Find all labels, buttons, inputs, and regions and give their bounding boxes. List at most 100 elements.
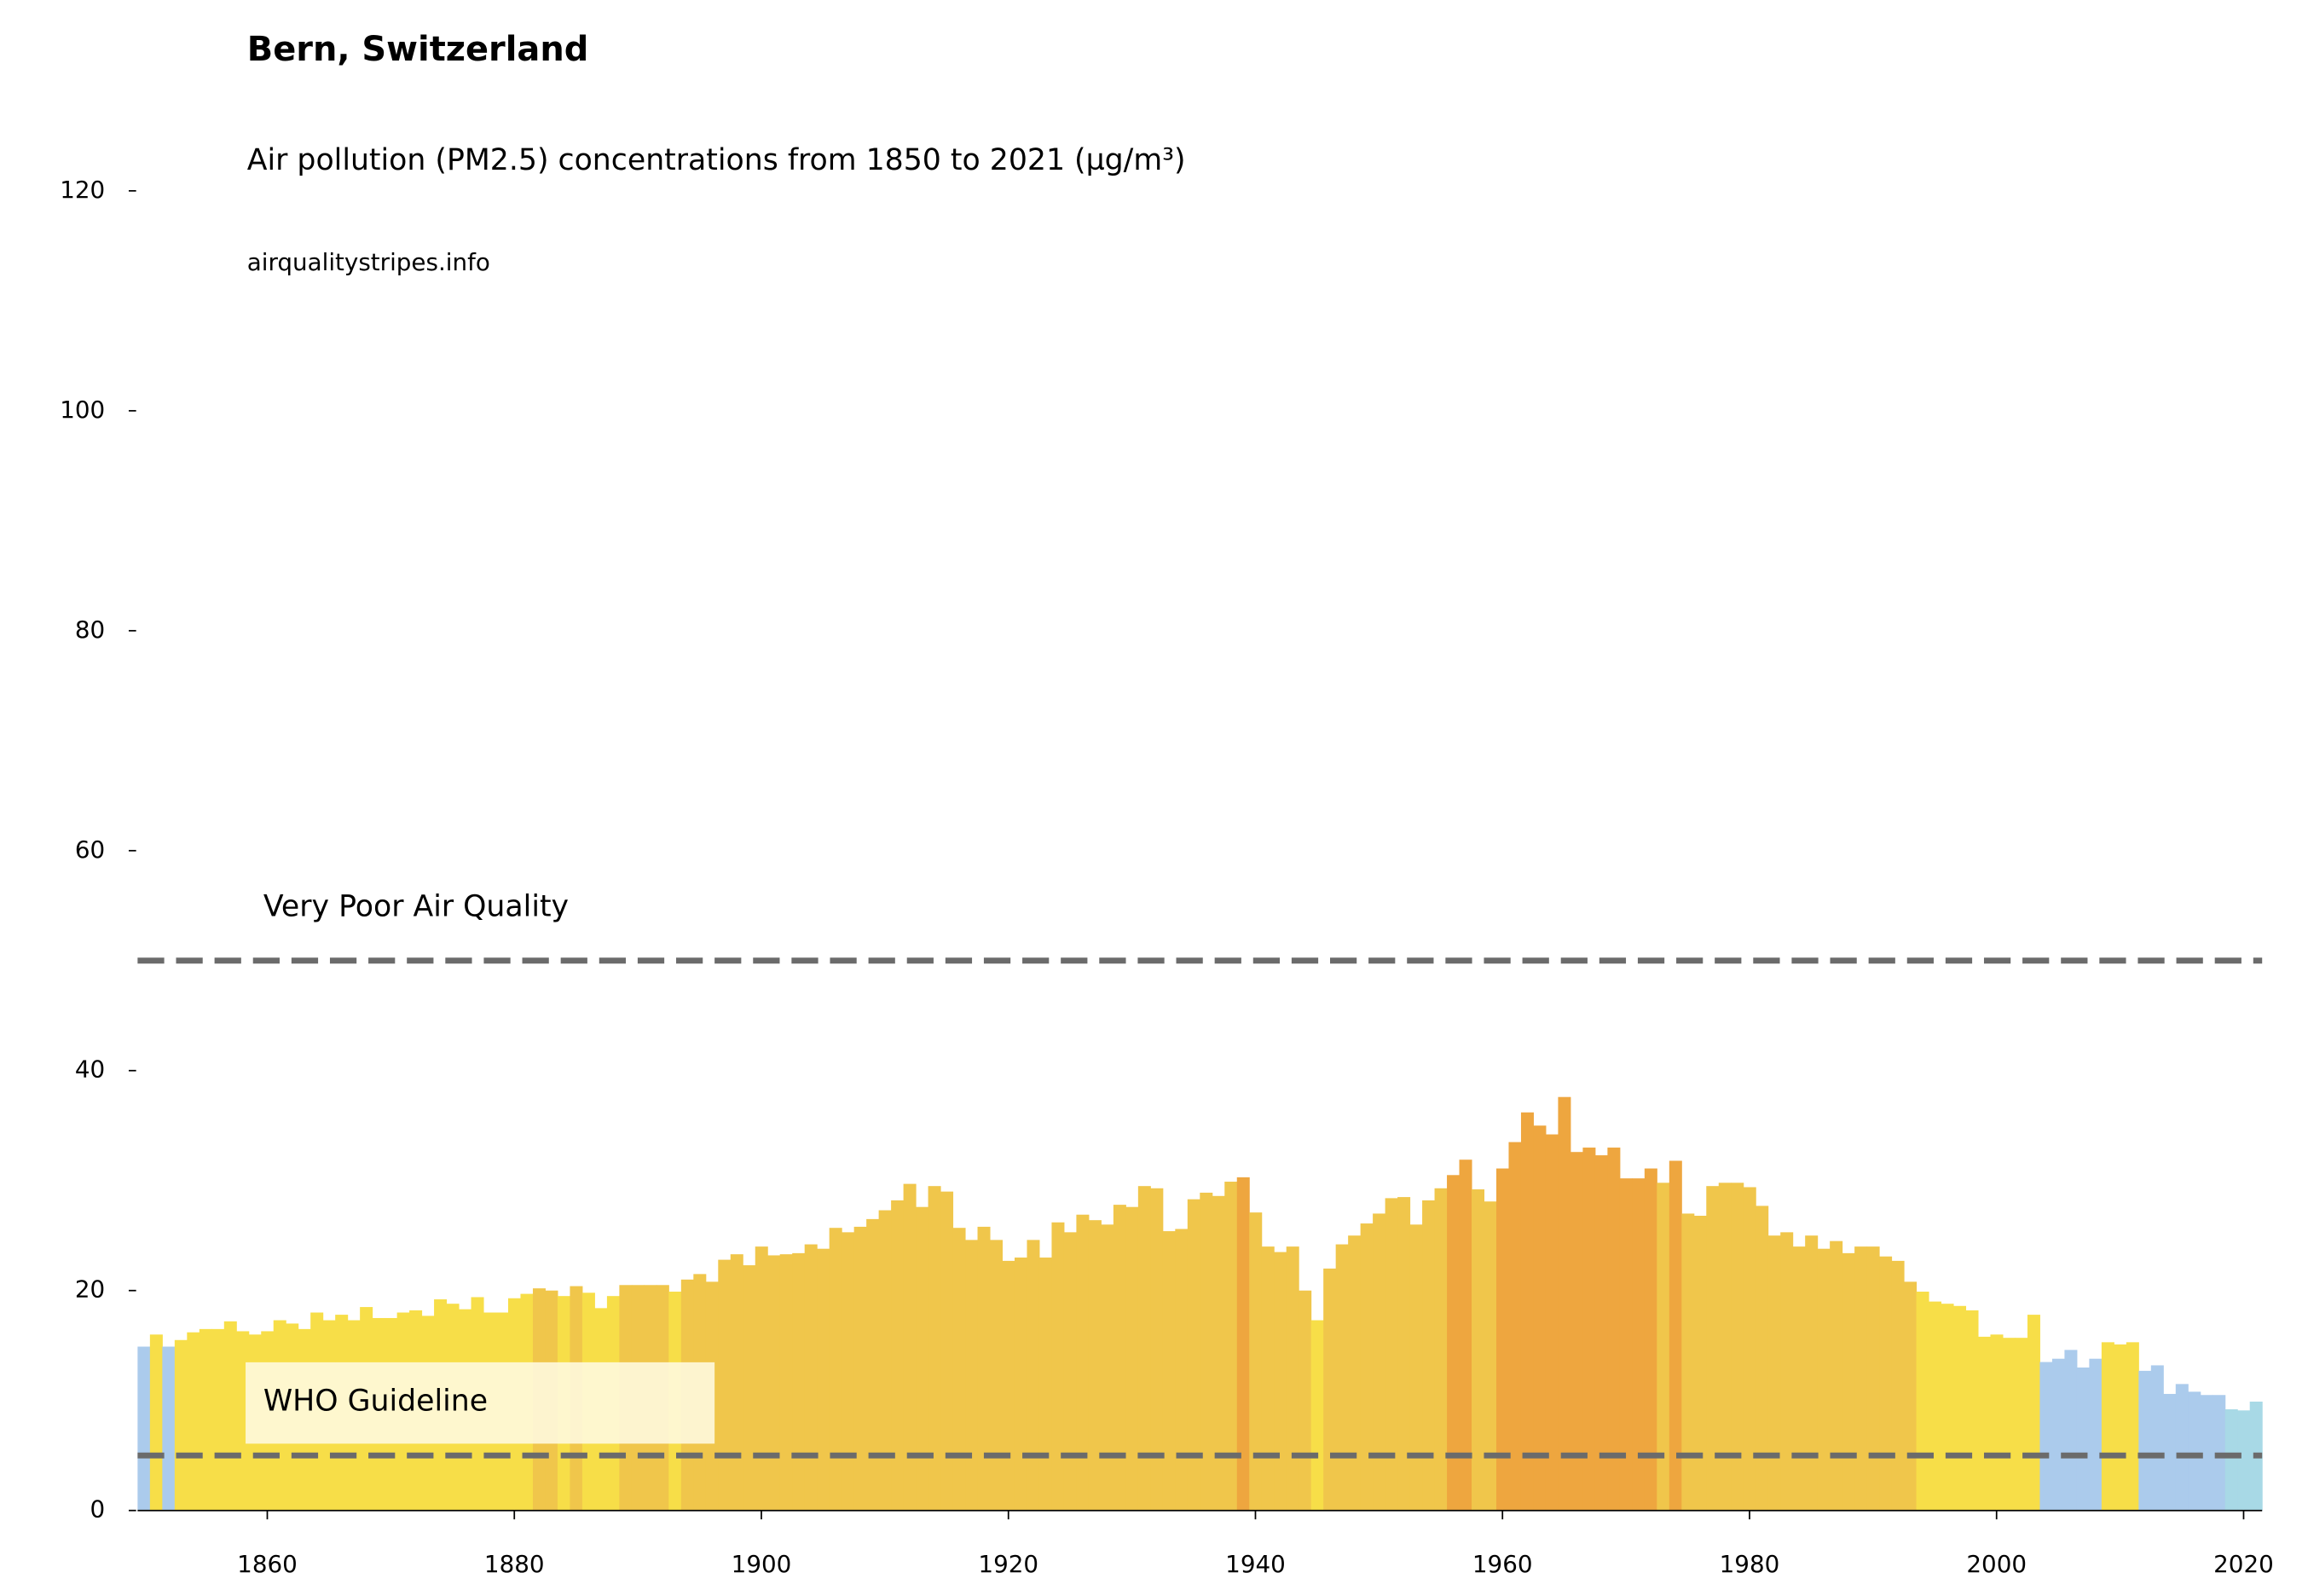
x-tick-label: 1960 (1472, 1550, 1533, 1578)
bar (162, 1346, 176, 1511)
bar (1817, 1248, 1831, 1511)
bar (804, 1244, 818, 1511)
bar (866, 1218, 880, 1511)
label-box (246, 1362, 715, 1444)
x-tick-label: 1900 (732, 1550, 792, 1578)
bar (1348, 1235, 1362, 1511)
bar (2126, 1342, 2139, 1511)
bar (1484, 1201, 1497, 1511)
bar (779, 1254, 793, 1511)
bar (1051, 1222, 1065, 1511)
bar (2101, 1342, 2114, 1511)
bar (1792, 1246, 1806, 1511)
x-tick-label: 1980 (1720, 1550, 1780, 1578)
x-tick-label: 1860 (237, 1550, 298, 1578)
bar (1472, 1189, 1485, 1511)
bar (1916, 1292, 1929, 1511)
bar (792, 1252, 806, 1511)
bar (1953, 1305, 1967, 1511)
bar (137, 1346, 151, 1511)
bar (1570, 1152, 1583, 1511)
bar (1236, 1177, 1250, 1511)
bar (1137, 1186, 1151, 1511)
bar (990, 1240, 1004, 1511)
bar (2237, 1410, 2251, 1511)
bar (1731, 1183, 1744, 1511)
bar (2150, 1365, 2164, 1511)
bar (1038, 1258, 1052, 1511)
bar (1718, 1183, 1732, 1511)
bar (174, 1339, 188, 1511)
bar (1594, 1155, 1608, 1511)
bar (1150, 1188, 1164, 1511)
bar (2089, 1358, 2103, 1511)
bar (952, 1228, 966, 1511)
overlay: 0 20 40 60 80 100 120 1860 1880 1900 1920 1940 1960 1… (60, 176, 2274, 1578)
bar (1854, 1246, 1868, 1511)
bar (1360, 1223, 1374, 1511)
y-tick-label: 0 (90, 1495, 106, 1524)
bar (2114, 1344, 2127, 1511)
bar (767, 1255, 781, 1511)
bar (1941, 1304, 1954, 1511)
bar (1200, 1192, 1213, 1511)
x-tick-label: 1880 (484, 1550, 545, 1578)
bar (1805, 1235, 1819, 1511)
bar (1866, 1246, 1880, 1511)
reference-label: WHO Guideline (263, 1385, 488, 1419)
bar (1224, 1182, 1238, 1511)
bar (1706, 1186, 1720, 1511)
y-tick-label: 20 (75, 1275, 105, 1304)
bar (211, 1328, 225, 1511)
bar (1286, 1246, 1299, 1511)
bar (2051, 1358, 2065, 1511)
x-tick-label: 1920 (978, 1550, 1038, 1578)
bar (1373, 1213, 1386, 1511)
bar (743, 1265, 756, 1511)
bar (1756, 1206, 1769, 1511)
chart-subtitle: Air pollution (PM2.5) concentrations fro… (247, 143, 1186, 177)
bar (1681, 1213, 1695, 1511)
bar (1088, 1220, 1102, 1511)
bar (1261, 1246, 1275, 1511)
bar (1187, 1199, 1200, 1511)
bar (2188, 1391, 2201, 1511)
x-tick-label: 2020 (2213, 1550, 2274, 1578)
bar (1965, 1310, 1979, 1511)
bar (1113, 1205, 1126, 1511)
y-tick-label: 80 (75, 616, 105, 644)
bar (1274, 1252, 1287, 1511)
bar (1743, 1187, 1756, 1511)
bar (2064, 1350, 2078, 1511)
bar (1533, 1125, 1547, 1511)
bar (1780, 1232, 1794, 1511)
bar (1830, 1240, 1843, 1511)
bar (1459, 1159, 1472, 1511)
bar (1904, 1281, 1918, 1511)
bar (1299, 1290, 1312, 1511)
bar (1310, 1320, 1324, 1511)
bar (1619, 1178, 1633, 1511)
bar (1063, 1232, 1077, 1511)
bar (817, 1248, 830, 1511)
bar (1434, 1188, 1448, 1511)
bar (1582, 1148, 1596, 1511)
bar (878, 1210, 892, 1511)
bar (1842, 1252, 1855, 1511)
bar (1409, 1224, 1423, 1511)
bar (2224, 1409, 2238, 1511)
bar (1397, 1197, 1411, 1511)
bar (891, 1200, 905, 1511)
bar (223, 1321, 237, 1511)
bar (1929, 1301, 1942, 1511)
bar (149, 1334, 163, 1511)
bar (1175, 1229, 1189, 1511)
bar (1990, 1334, 2004, 1511)
bar (2175, 1384, 2189, 1511)
bar (1977, 1336, 1992, 1511)
bar (187, 1332, 200, 1511)
y-tick-label: 60 (75, 836, 105, 864)
y-tick-label: 40 (75, 1055, 105, 1084)
bar (1891, 1260, 1905, 1511)
